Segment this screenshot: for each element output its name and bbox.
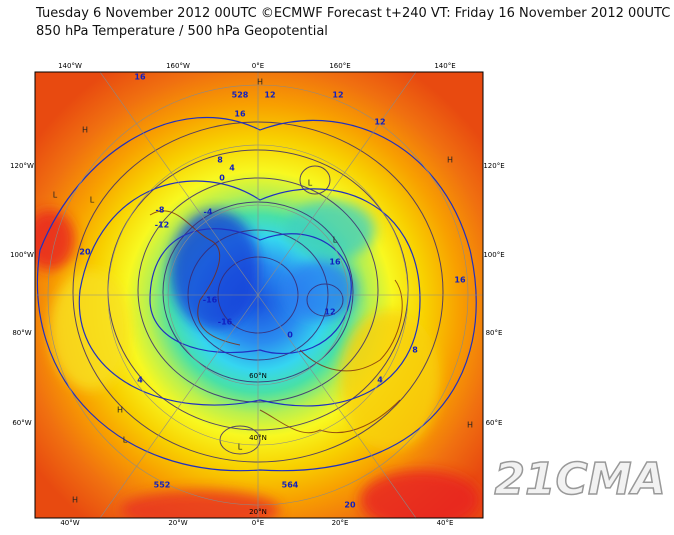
pressure-center-label: L — [333, 236, 338, 245]
contour-label: 564 — [282, 481, 299, 490]
lat-label: 20°N — [249, 508, 267, 516]
top-lon-label: 140°E — [434, 62, 455, 70]
contour-label: 12 — [264, 91, 275, 100]
lat-label: 40°N — [249, 434, 267, 442]
left-lon-label: 80°W — [12, 329, 31, 337]
pressure-center-label: L — [123, 436, 128, 445]
map-frame — [34, 71, 484, 519]
contour-label: 12 — [332, 91, 343, 100]
contour-label: -16 — [218, 318, 233, 327]
contour-label: 16 — [134, 73, 146, 82]
contour-label: 4 — [229, 164, 235, 173]
bottom-lon-label: 20°W — [168, 519, 187, 527]
contour-label: 12 — [374, 118, 385, 127]
left-lon-label: 120°W — [10, 162, 34, 170]
contour-label: -12 — [155, 221, 169, 230]
contour-label: 16 — [234, 110, 246, 119]
contour-label: 16 — [329, 258, 341, 267]
contour-label: -8 — [156, 206, 165, 215]
top-lon-label: 160°E — [329, 62, 350, 70]
pressure-center-label: H — [117, 406, 123, 415]
contour-label: 20 — [344, 501, 356, 510]
top-lon-label: 140°W — [58, 62, 82, 70]
bottom-lon-label: 40°W — [60, 519, 79, 527]
right-lon-label: 100°E — [483, 251, 504, 259]
contour-label: 20 — [79, 248, 91, 257]
contour-label: -16 — [203, 296, 218, 305]
top-lon-label: 160°W — [166, 62, 190, 70]
contour-label: 0 — [287, 331, 293, 340]
pressure-center-label: H — [72, 496, 78, 505]
left-lon-label: 60°W — [12, 419, 31, 427]
pressure-center-label: L — [53, 191, 58, 200]
right-lon-label: 60°E — [486, 419, 503, 427]
pressure-center-label: H — [467, 421, 473, 430]
right-lon-label: 80°E — [486, 329, 503, 337]
contour-label: 16 — [454, 276, 466, 285]
pressure-center-label: L — [308, 179, 313, 188]
contour-label: 4 — [377, 376, 383, 385]
contour-label: 528 — [232, 91, 249, 100]
contour-label: 8 — [412, 346, 418, 355]
contour-label: 4 — [137, 376, 143, 385]
watermark: 21CMA — [494, 454, 665, 505]
pressure-center-label: H — [257, 78, 263, 87]
pressure-center-label: L — [90, 196, 95, 205]
subtitle: 850 hPa Temperature / 500 hPa Geopotenti… — [36, 24, 328, 39]
left-lon-label: 100°W — [10, 251, 34, 259]
bottom-lon-label: 0°E — [252, 519, 264, 527]
contour-label: 8 — [217, 156, 223, 165]
contour-label: -4 — [204, 208, 213, 217]
pressure-center-label: H — [82, 126, 88, 135]
contour-label: 0 — [219, 174, 225, 183]
lat-label: 60°N — [249, 372, 267, 380]
pressure-center-label: L — [238, 443, 243, 452]
bottom-lon-label: 20°E — [332, 519, 349, 527]
contour-label: 552 — [154, 481, 171, 490]
pressure-center-label: H — [447, 156, 453, 165]
title: Tuesday 6 November 2012 00UTC ©ECMWF For… — [36, 6, 671, 21]
right-lon-label: 120°E — [483, 162, 504, 170]
contour-label: 12 — [324, 308, 335, 317]
bottom-lon-label: 40°E — [437, 519, 454, 527]
top-lon-label: 0°E — [252, 62, 264, 70]
